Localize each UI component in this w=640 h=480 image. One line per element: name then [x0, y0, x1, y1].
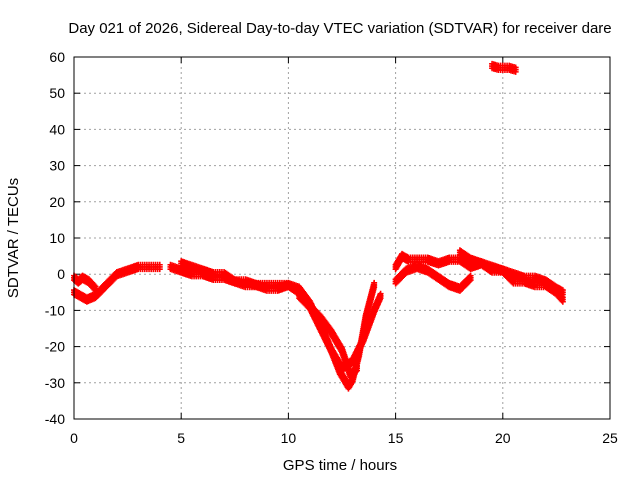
y-tick-label: 0	[57, 266, 65, 282]
data-point	[559, 298, 566, 305]
y-tick-label: -30	[45, 375, 65, 391]
axis-ticks: 0 5 10 15 20 25 -40 -30 -20 -10 0 10 20 30 40 50 60	[45, 49, 618, 446]
series-track-d	[178, 258, 384, 374]
plot-frame	[73, 56, 611, 420]
x-tick-label: 5	[177, 430, 185, 446]
y-tick-label: -10	[45, 302, 65, 318]
y-axis-label: SDTVAR / TECUs	[5, 178, 22, 298]
data-point	[156, 266, 163, 273]
data-point	[509, 279, 516, 286]
x-tick-label: 25	[602, 430, 618, 446]
series-track-h	[392, 261, 474, 294]
series-track-e	[296, 290, 361, 381]
series-track-c	[167, 261, 378, 392]
y-tick-label: 50	[49, 85, 65, 101]
data-point	[467, 277, 474, 284]
data-points	[71, 60, 566, 392]
y-tick-label: 40	[49, 121, 65, 137]
data-point	[377, 295, 384, 302]
series-track-g	[456, 247, 566, 305]
y-tick-label: 20	[49, 194, 65, 210]
data-point	[92, 287, 99, 294]
y-tick-label: 30	[49, 158, 65, 174]
series-track-b	[71, 272, 99, 294]
y-tick-label: 10	[49, 230, 65, 246]
y-tick-label: -40	[45, 411, 65, 427]
series-track-a	[71, 261, 163, 305]
data-point	[354, 367, 361, 374]
data-point	[512, 68, 519, 75]
x-axis-label: GPS time / hours	[283, 457, 397, 474]
x-tick-label: 0	[70, 430, 78, 446]
series-track-i	[489, 60, 519, 75]
chart-title: Day 021 of 2026, Sidereal Day-to-day VTE…	[68, 20, 611, 37]
data-point	[371, 284, 378, 291]
x-tick-label: 10	[281, 430, 297, 446]
y-tick-label: -20	[45, 339, 65, 355]
y-tick-label: 60	[49, 49, 65, 65]
x-tick-label: 20	[495, 430, 511, 446]
x-tick-label: 15	[388, 430, 404, 446]
data-point	[466, 278, 473, 285]
